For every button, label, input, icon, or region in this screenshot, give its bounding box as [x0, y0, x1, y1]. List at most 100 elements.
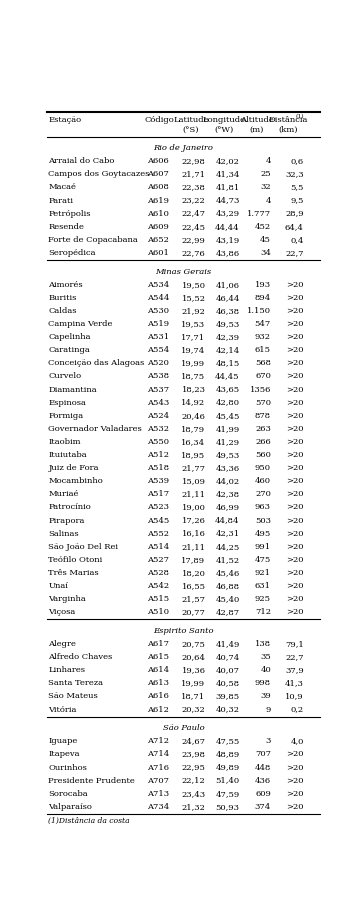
- Text: 42,38: 42,38: [216, 490, 240, 498]
- Text: 22,12: 22,12: [182, 776, 205, 784]
- Text: >20: >20: [286, 373, 304, 381]
- Text: A510: A510: [147, 609, 169, 616]
- Text: >20: >20: [286, 412, 304, 420]
- Text: 1.150: 1.150: [247, 307, 271, 315]
- Text: 45,40: 45,40: [216, 595, 240, 603]
- Text: 22,7: 22,7: [285, 653, 304, 661]
- Text: 138: 138: [255, 640, 271, 648]
- Text: 41,99: 41,99: [216, 425, 240, 433]
- Text: A552: A552: [147, 529, 169, 537]
- Text: A712: A712: [147, 737, 169, 745]
- Text: 670: 670: [255, 373, 271, 381]
- Text: A527: A527: [147, 556, 169, 564]
- Text: 43,36: 43,36: [216, 464, 240, 472]
- Text: (1)Distância da costa: (1)Distância da costa: [48, 816, 130, 824]
- Text: Espirito Santo: Espirito Santo: [153, 627, 214, 635]
- Text: 23,98: 23,98: [182, 751, 205, 759]
- Text: A534: A534: [147, 281, 169, 289]
- Text: A601: A601: [147, 249, 169, 257]
- Text: 22,98: 22,98: [182, 158, 205, 165]
- Text: Curvelo: Curvelo: [48, 373, 81, 381]
- Text: 570: 570: [255, 399, 271, 406]
- Text: 22,7: 22,7: [285, 249, 304, 257]
- Text: 21,71: 21,71: [182, 170, 205, 179]
- Text: >20: >20: [286, 763, 304, 772]
- Text: A519: A519: [147, 320, 169, 328]
- Text: >20: >20: [286, 609, 304, 616]
- Text: Campina Verde: Campina Verde: [48, 320, 113, 328]
- Text: 609: 609: [255, 790, 271, 798]
- Text: 878: 878: [255, 412, 271, 420]
- Text: 270: 270: [255, 490, 271, 498]
- Text: 4,0: 4,0: [290, 737, 304, 745]
- Text: Caratinga: Caratinga: [48, 346, 90, 354]
- Text: 15,09: 15,09: [182, 477, 205, 486]
- Text: 17,89: 17,89: [182, 556, 205, 564]
- Text: 568: 568: [255, 359, 271, 367]
- Text: A606: A606: [147, 158, 168, 165]
- Text: A714: A714: [147, 751, 169, 759]
- Text: >20: >20: [286, 790, 304, 798]
- Text: 41,52: 41,52: [216, 556, 240, 564]
- Text: 21,92: 21,92: [182, 307, 205, 315]
- Text: 40,58: 40,58: [216, 680, 240, 687]
- Text: A530: A530: [147, 307, 169, 315]
- Text: Forte de Copacabana: Forte de Copacabana: [48, 236, 138, 244]
- Text: A531: A531: [147, 333, 169, 341]
- Text: 51,40: 51,40: [216, 776, 240, 784]
- Text: 49,89: 49,89: [216, 763, 240, 772]
- Text: >20: >20: [286, 451, 304, 459]
- Text: A616: A616: [147, 692, 169, 701]
- Text: Mocambinho: Mocambinho: [48, 477, 103, 486]
- Text: Altitude: Altitude: [240, 116, 273, 124]
- Text: 16,55: 16,55: [182, 582, 205, 590]
- Text: Muriaé: Muriaé: [48, 490, 79, 498]
- Text: Minas Gerais: Minas Gerais: [155, 268, 212, 276]
- Text: 23,43: 23,43: [182, 790, 205, 798]
- Text: 448: 448: [255, 763, 271, 772]
- Text: A610: A610: [147, 210, 169, 218]
- Text: A524: A524: [147, 412, 169, 420]
- Text: 41,06: 41,06: [216, 281, 240, 289]
- Text: 64,4: 64,4: [285, 223, 304, 230]
- Text: 47,59: 47,59: [216, 790, 240, 798]
- Text: >20: >20: [286, 504, 304, 511]
- Text: Parati: Parati: [48, 197, 73, 205]
- Text: 707: 707: [255, 751, 271, 759]
- Text: Seropédica: Seropédica: [48, 249, 96, 257]
- Text: Sorocaba: Sorocaba: [48, 790, 88, 798]
- Text: Itaobim: Itaobim: [48, 438, 81, 445]
- Text: A617: A617: [147, 640, 169, 648]
- Text: 4: 4: [266, 197, 271, 205]
- Text: 43,65: 43,65: [216, 385, 240, 394]
- Text: Resende: Resende: [48, 223, 84, 230]
- Text: 21,77: 21,77: [182, 464, 205, 472]
- Text: >20: >20: [286, 464, 304, 472]
- Text: A615: A615: [147, 653, 169, 661]
- Text: Pirapora: Pirapora: [48, 517, 84, 525]
- Text: 79,1: 79,1: [285, 640, 304, 648]
- Text: 503: 503: [255, 517, 271, 525]
- Text: 19,99: 19,99: [182, 680, 205, 687]
- Text: 18,20: 18,20: [182, 568, 205, 577]
- Text: 17,26: 17,26: [182, 517, 205, 525]
- Text: 266: 266: [255, 438, 271, 445]
- Text: 921: 921: [255, 568, 271, 577]
- Text: 193: 193: [255, 281, 271, 289]
- Text: 37,9: 37,9: [285, 666, 304, 674]
- Text: 34: 34: [260, 249, 271, 257]
- Text: 20,77: 20,77: [182, 609, 205, 616]
- Text: A614: A614: [147, 666, 169, 674]
- Text: 49,53: 49,53: [216, 320, 240, 328]
- Text: 45,45: 45,45: [215, 412, 240, 420]
- Text: (m): (m): [249, 126, 263, 134]
- Text: 460: 460: [255, 477, 271, 486]
- Text: 998: 998: [255, 680, 271, 687]
- Text: A554: A554: [147, 346, 169, 354]
- Text: 475: 475: [255, 556, 271, 564]
- Text: 42,80: 42,80: [216, 399, 240, 406]
- Text: 46,44: 46,44: [215, 294, 240, 302]
- Text: 22,47: 22,47: [182, 210, 205, 218]
- Text: 42,39: 42,39: [216, 333, 240, 341]
- Text: A545: A545: [147, 517, 169, 525]
